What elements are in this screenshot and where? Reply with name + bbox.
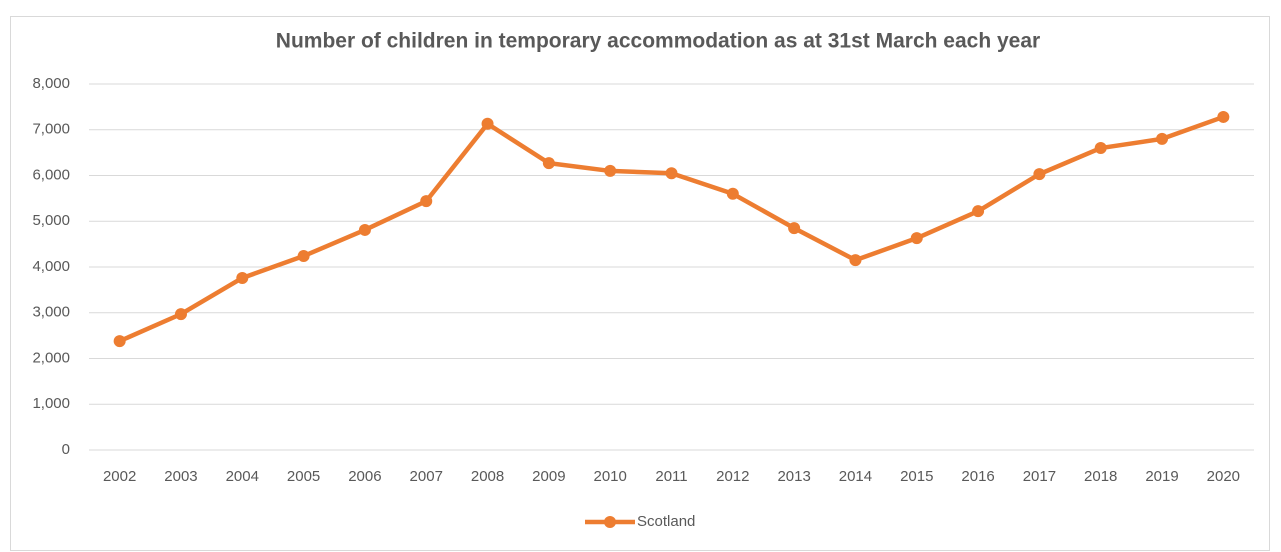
data-point <box>420 195 433 208</box>
x-tick-label: 2004 <box>226 468 259 485</box>
data-point <box>542 157 555 170</box>
x-tick-label: 2011 <box>655 468 687 485</box>
x-tick-label: 2013 <box>777 468 810 485</box>
x-tick-label: 2012 <box>716 468 749 485</box>
x-tick-label: 2009 <box>532 468 565 485</box>
x-tick-label: 2007 <box>410 468 443 485</box>
data-point <box>236 271 249 284</box>
x-tick-label: 2008 <box>471 468 504 485</box>
x-tick-label: 2015 <box>900 468 933 485</box>
legend-marker <box>604 516 616 528</box>
x-tick-label: 2002 <box>103 468 136 485</box>
data-point <box>972 205 985 218</box>
data-point <box>910 232 923 245</box>
data-point <box>1094 142 1107 155</box>
y-tick-label: 7,000 <box>32 121 70 138</box>
data-point <box>665 167 678 180</box>
chart-title: Number of children in temporary accommod… <box>276 30 1040 53</box>
data-point <box>297 250 310 263</box>
y-tick-label: 5,000 <box>32 212 70 229</box>
chart-frame <box>10 16 1270 551</box>
y-tick-label: 3,000 <box>32 304 70 321</box>
x-tick-label: 2006 <box>348 468 381 485</box>
legend-label: Scotland <box>637 513 695 530</box>
data-point <box>1156 132 1169 145</box>
data-point <box>113 335 126 348</box>
y-tick-label: 8,000 <box>32 75 70 92</box>
y-tick-label: 0 <box>62 441 70 458</box>
data-point <box>788 222 801 235</box>
data-point <box>604 164 617 177</box>
y-tick-label: 2,000 <box>32 349 70 366</box>
data-point <box>481 117 494 130</box>
data-point <box>726 187 739 200</box>
data-point <box>358 223 371 236</box>
x-tick-label: 2010 <box>593 468 626 485</box>
x-tick-label: 2020 <box>1207 468 1240 485</box>
data-point <box>1033 168 1046 181</box>
y-tick-label: 1,000 <box>32 395 70 412</box>
y-tick-label: 4,000 <box>32 258 70 275</box>
x-tick-label: 2018 <box>1084 468 1117 485</box>
data-point <box>174 308 187 321</box>
x-tick-label: 2019 <box>1145 468 1178 485</box>
x-tick-label: 2003 <box>164 468 197 485</box>
data-point <box>849 254 862 267</box>
x-tick-label: 2016 <box>961 468 994 485</box>
x-tick-label: 2014 <box>839 468 872 485</box>
y-tick-label: 6,000 <box>32 166 70 183</box>
x-tick-label: 2017 <box>1023 468 1056 485</box>
data-point <box>1217 110 1230 123</box>
x-tick-label: 2005 <box>287 468 320 485</box>
